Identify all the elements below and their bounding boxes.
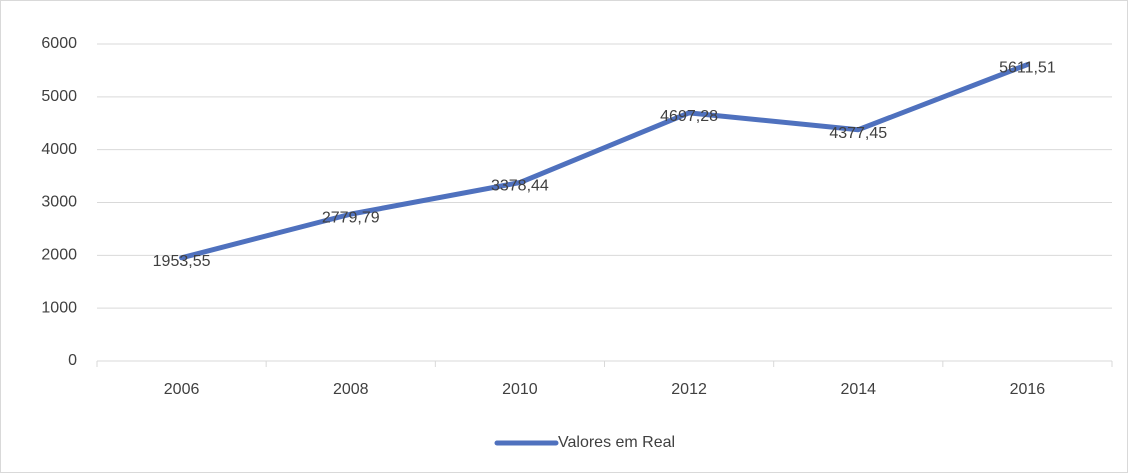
- y-tick-label: 0: [68, 352, 77, 369]
- legend-label: Valores em Real: [558, 434, 675, 451]
- x-tick-label: 2012: [671, 381, 707, 398]
- data-label: 3378,44: [491, 178, 549, 195]
- data-label: 4377,45: [829, 125, 887, 142]
- x-tick-label: 2016: [1010, 381, 1046, 398]
- x-tick-label: 2008: [333, 381, 369, 398]
- y-tick-label: 2000: [41, 247, 77, 264]
- y-tick-label: 4000: [41, 141, 77, 158]
- data-label: 5611,51: [999, 60, 1056, 77]
- data-line: [179, 62, 1030, 261]
- x-tick-label: 2010: [502, 381, 538, 398]
- y-tick-label: 6000: [41, 35, 77, 52]
- data-label: 2779,79: [322, 209, 380, 226]
- data-label: 4697,28: [660, 108, 718, 125]
- data-label: 1953,55: [153, 253, 211, 270]
- x-tick-label: 2014: [840, 381, 876, 398]
- x-tick-label: 2006: [164, 381, 200, 398]
- y-tick-label: 3000: [41, 194, 77, 211]
- y-tick-label: 1000: [41, 299, 77, 316]
- y-tick-label: 5000: [41, 88, 77, 105]
